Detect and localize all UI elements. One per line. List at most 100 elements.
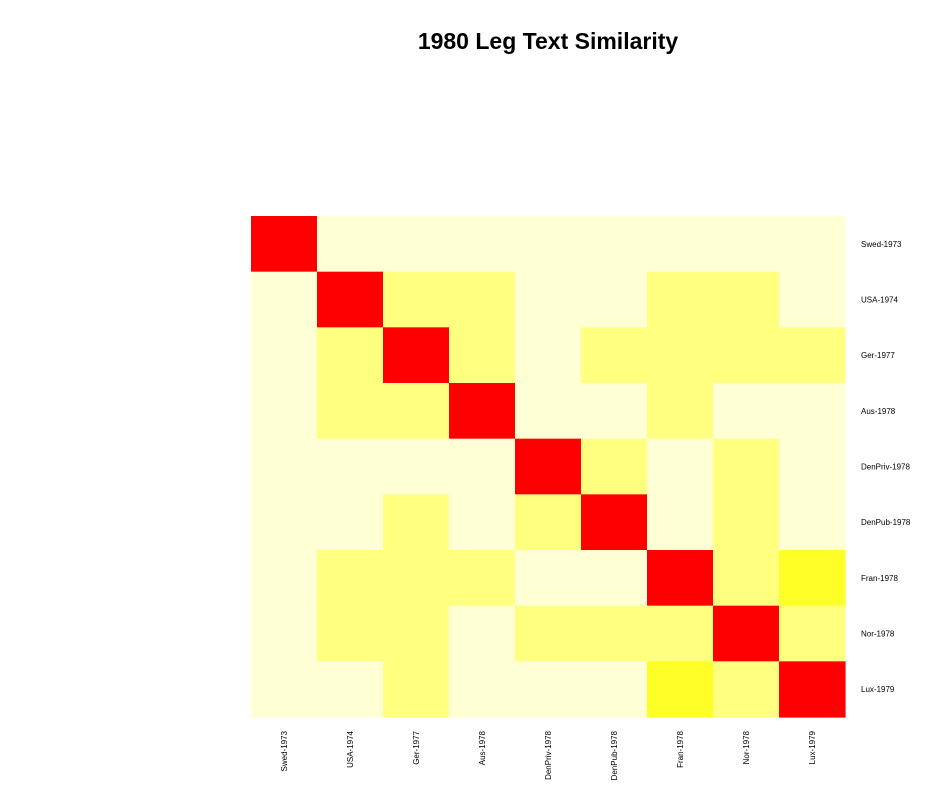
heatmap-cell <box>581 605 648 662</box>
heatmap-cell <box>449 494 516 551</box>
heatmap-cell <box>383 438 450 495</box>
heatmap-cell <box>515 271 582 328</box>
heatmap-cells <box>251 216 846 718</box>
heatmap-cell <box>317 327 384 384</box>
heatmap-cell <box>383 605 450 662</box>
heatmap-cell <box>251 216 318 273</box>
heatmap-cell <box>779 271 846 328</box>
heatmap-cell <box>383 661 450 718</box>
heatmap-cell <box>713 271 780 328</box>
heatmap-cell <box>581 271 648 328</box>
heatmap-cell <box>647 383 714 440</box>
row-tick-label: Nor-1978 <box>861 630 895 639</box>
row-tick-label: USA-1974 <box>861 296 898 305</box>
heatmap-cell <box>647 494 714 551</box>
chart-title: 1980 Leg Text Similarity <box>418 28 679 54</box>
heatmap-cell <box>647 438 714 495</box>
heatmap-cell <box>515 661 582 718</box>
heatmap-cell <box>581 327 648 384</box>
column-tick-label: Aus-1978 <box>478 730 487 765</box>
heatmap-cell <box>515 494 582 551</box>
heatmap-cell <box>383 383 450 440</box>
heatmap-cell <box>515 605 582 662</box>
heatmap-cell <box>581 438 648 495</box>
heatmap-cell <box>515 550 582 607</box>
heatmap-cell <box>779 550 846 607</box>
heatmap-cell <box>449 271 516 328</box>
heatmap-cell <box>779 661 846 718</box>
heatmap-cell <box>449 605 516 662</box>
heatmap-cell <box>449 438 516 495</box>
heatmap-cell <box>713 383 780 440</box>
heatmap-cell <box>317 661 384 718</box>
heatmap-cell <box>251 494 318 551</box>
heatmap-cell <box>317 271 384 328</box>
heatmap-cell <box>713 438 780 495</box>
heatmap-cell <box>581 216 648 273</box>
heatmap-cell <box>713 661 780 718</box>
heatmap-cell <box>383 327 450 384</box>
heatmap-cell <box>251 271 318 328</box>
column-tick-label: Nor-1978 <box>742 730 751 764</box>
heatmap-cell <box>383 216 450 273</box>
heatmap-cell <box>647 661 714 718</box>
heatmap-cell <box>449 327 516 384</box>
heatmap-cell <box>713 327 780 384</box>
heatmap-cell <box>779 216 846 273</box>
heatmap-cell <box>317 550 384 607</box>
heatmap-cell <box>251 438 318 495</box>
heatmap-cell <box>713 216 780 273</box>
heatmap-cell <box>647 550 714 607</box>
heatmap-cell <box>383 271 450 328</box>
heatmap-cell <box>581 494 648 551</box>
heatmap-cell <box>449 661 516 718</box>
heatmap-cell <box>317 216 384 273</box>
heatmap-cell <box>515 327 582 384</box>
column-tick-label: DenPub-1978 <box>610 730 619 780</box>
heatmap-cell <box>581 661 648 718</box>
heatmap-cell <box>515 438 582 495</box>
heatmap-cell <box>647 271 714 328</box>
column-tick-label: USA-1974 <box>346 730 355 767</box>
heatmap-cell <box>251 383 318 440</box>
heatmap-cell <box>251 327 318 384</box>
heatmap-cell <box>581 550 648 607</box>
heatmap-cell <box>317 605 384 662</box>
column-tick-label: Lux-1979 <box>808 730 817 764</box>
heatmap-cell <box>779 438 846 495</box>
heatmap-cell <box>647 327 714 384</box>
heatmap-cell <box>515 383 582 440</box>
row-tick-label: Lux-1979 <box>861 685 895 694</box>
heatmap-cell <box>251 550 318 607</box>
row-tick-label: DenPub-1978 <box>861 518 911 527</box>
row-tick-label: Aus-1978 <box>861 407 896 416</box>
row-tick-label: Swed-1973 <box>861 240 902 249</box>
column-tick-labels: Swed-1973 USA-1974 Ger-1977 Aus-1978 DenPriv… <box>280 730 817 780</box>
heatmap-cell <box>779 494 846 551</box>
row-tick-label: Fran-1978 <box>861 574 898 583</box>
heatmap-cell <box>581 383 648 440</box>
heatmap-cell <box>251 661 318 718</box>
heatmap-cell <box>515 216 582 273</box>
heatmap-cell <box>449 550 516 607</box>
heatmap-cell <box>779 383 846 440</box>
heatmap-cell <box>713 605 780 662</box>
heatmap-cell <box>647 216 714 273</box>
row-tick-labels: Swed-1973 USA-1974 Ger-1977 Aus-1978 DenPriv… <box>861 240 911 694</box>
column-tick-label: Fran-1978 <box>676 730 685 767</box>
heatmap-cell <box>713 550 780 607</box>
heatmap-cell <box>383 550 450 607</box>
heatmap-cell <box>383 494 450 551</box>
heatmap-cell <box>779 605 846 662</box>
column-tick-label: Ger-1977 <box>412 730 421 764</box>
heatmap-cell <box>647 605 714 662</box>
heatmap-cell <box>317 383 384 440</box>
heatmap-cell <box>713 494 780 551</box>
heatmap-cell <box>251 605 318 662</box>
column-tick-label: DenPriv-1978 <box>544 730 553 779</box>
heatmap-cell <box>779 327 846 384</box>
row-tick-label: Ger-1977 <box>861 351 895 360</box>
row-tick-label: DenPriv-1978 <box>861 463 910 472</box>
heatmap-cell <box>317 494 384 551</box>
